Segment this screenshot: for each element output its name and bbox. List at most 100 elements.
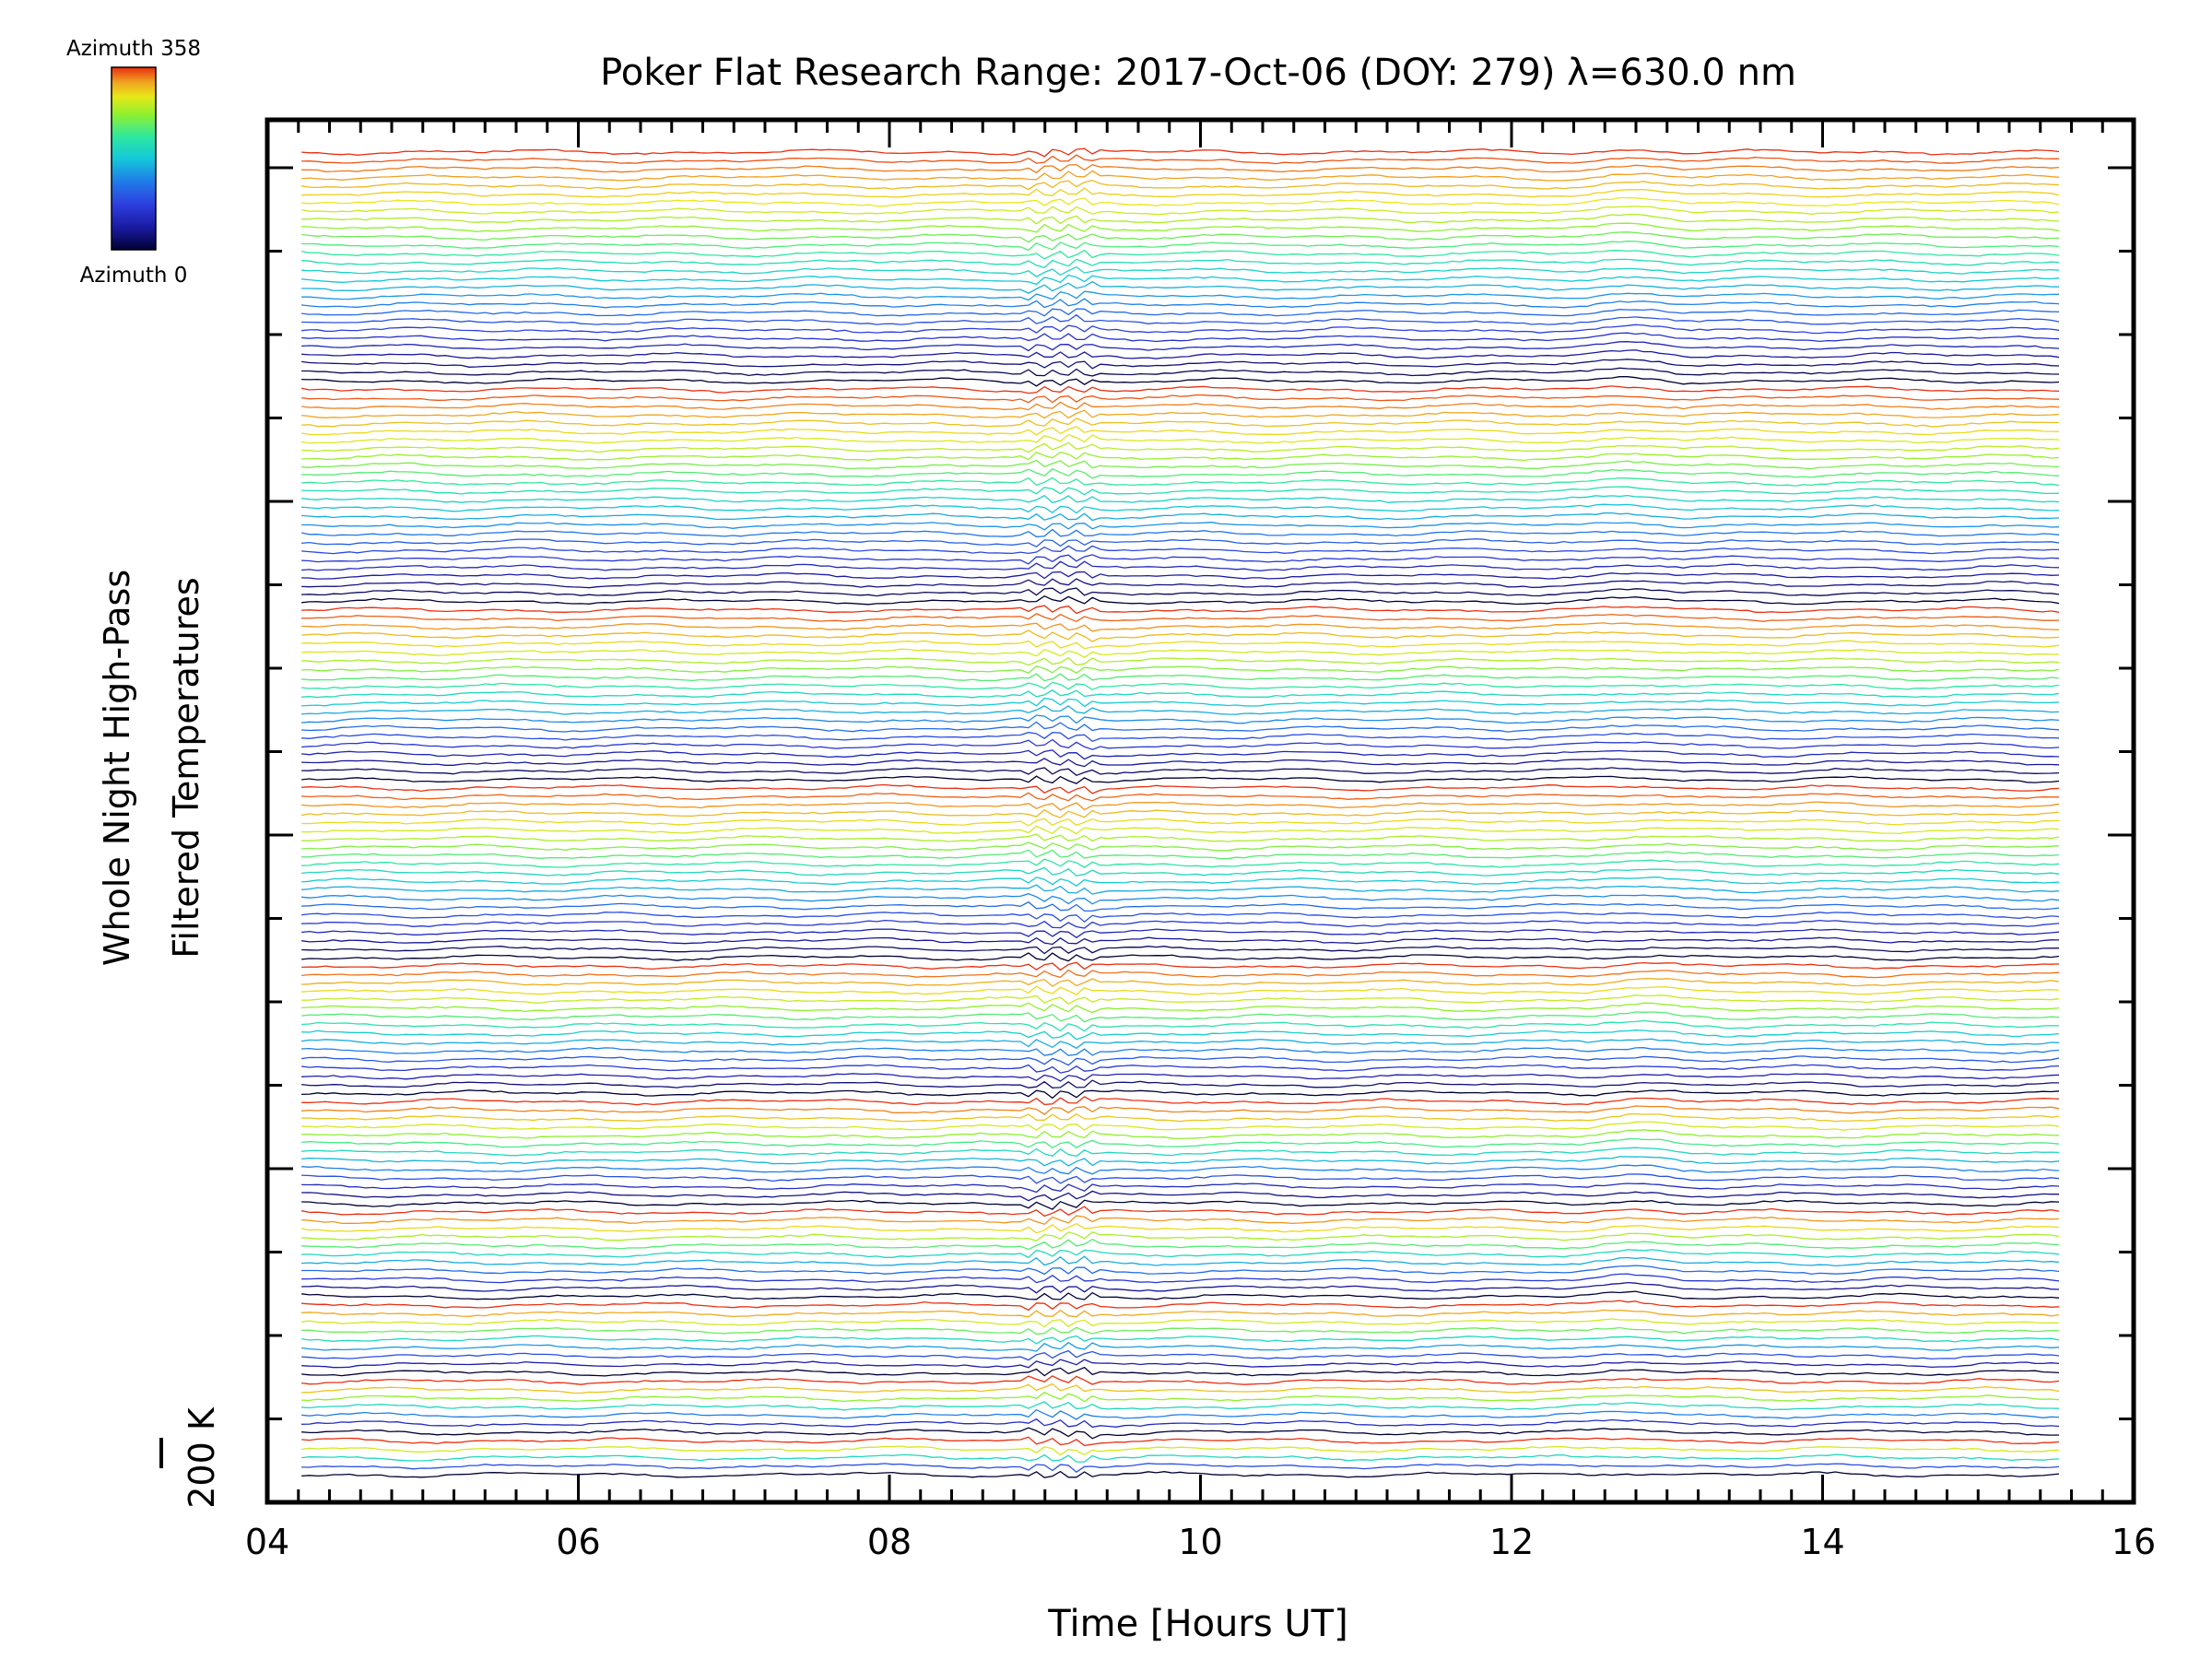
trace-line (301, 1073, 2060, 1082)
trace-line (301, 467, 2060, 479)
trace-line (301, 258, 2060, 269)
trace-line (300, 385, 2060, 394)
trace-line (301, 180, 2060, 191)
trace-line (301, 1129, 2060, 1140)
trace-line (301, 961, 2060, 971)
trace-line (301, 738, 2060, 750)
trace-line (301, 324, 2060, 335)
trace-line (301, 952, 2060, 962)
trace-line (301, 332, 2060, 343)
trace-line (301, 349, 2060, 359)
trace-line (301, 877, 2060, 887)
trace-line (301, 1427, 2060, 1440)
trace-line (301, 1055, 2060, 1066)
trace-line (301, 978, 2060, 987)
trace-line (301, 1089, 2060, 1100)
trace-line (301, 1096, 2060, 1106)
trace-line (301, 714, 2060, 724)
trace-line (301, 849, 2060, 860)
trace-line (301, 554, 2060, 565)
trace-line (301, 758, 2060, 768)
x-tick-label: 08 (867, 1522, 912, 1562)
trace-line (301, 394, 2060, 404)
trace-line (301, 1401, 2060, 1411)
trace-line (301, 1453, 2060, 1463)
trace-line (301, 1300, 2060, 1312)
trace-line (300, 1335, 2060, 1345)
trace-line (301, 1173, 2060, 1184)
trace-line (301, 1112, 2060, 1123)
trace-line (300, 426, 2060, 436)
trace-line (301, 665, 2060, 674)
trace-line (301, 969, 2060, 979)
trace-line (301, 494, 2060, 504)
trace-line (301, 367, 2060, 377)
trace-line (301, 1392, 2060, 1403)
chart-title: Poker Flat Research Range: 2017-Oct-06 (… (600, 52, 1796, 94)
trace-line (301, 1281, 2060, 1294)
trace-line (301, 359, 2060, 370)
trace-line (301, 147, 2060, 158)
trace-line (301, 1309, 2060, 1318)
trace-line (301, 1382, 2060, 1394)
trace-line (301, 571, 2060, 580)
trace-line (301, 1249, 2060, 1259)
trace-line (301, 775, 2060, 784)
trace-line (301, 825, 2060, 835)
ticks (265, 120, 2136, 1504)
trace-line (301, 1105, 2060, 1115)
trace-line (301, 936, 2060, 946)
trace-line (301, 689, 2060, 699)
trace-line (301, 1182, 2060, 1194)
trace-line (301, 1326, 2059, 1335)
trace-line (301, 560, 2060, 571)
trace-line (301, 893, 2060, 905)
trace-line (301, 858, 2060, 868)
trace-line (301, 274, 2060, 286)
trace-line (300, 433, 2060, 444)
trace-line (301, 1445, 2060, 1456)
trace-line (301, 1318, 2060, 1328)
trace-line (301, 1436, 2060, 1447)
trace-line (301, 1030, 2060, 1041)
trace-line (301, 280, 2060, 294)
trace-line (301, 1359, 2060, 1369)
trace-line (301, 313, 2060, 325)
trace-line (301, 1273, 2060, 1284)
traces (300, 147, 2060, 1478)
trace-line (301, 721, 2060, 733)
trace-line (301, 681, 2060, 691)
trace-line (301, 298, 2060, 309)
trace-line (301, 522, 2060, 531)
trace-line (300, 249, 2060, 260)
trace-line (301, 1408, 2060, 1420)
trace-line (301, 341, 2060, 352)
trace-line (301, 1064, 2060, 1074)
trace-line (301, 1341, 2060, 1352)
trace-line (301, 792, 2059, 802)
trace-line (301, 1019, 2060, 1032)
trace-line (301, 1047, 2060, 1056)
y-axis-label-line1: Whole Night High-Pass (97, 570, 137, 966)
trace-line (301, 994, 2060, 1006)
trace-line (301, 594, 2060, 606)
plot-frame (265, 117, 2136, 1505)
trace-line (301, 705, 2060, 715)
trace-line (301, 1137, 2060, 1149)
trace-line (301, 1470, 2060, 1478)
trace-line (301, 222, 2060, 233)
trace-line (301, 1002, 2060, 1014)
colorbar (111, 66, 157, 251)
trace-line (301, 1230, 2060, 1242)
trace-line (301, 409, 2060, 419)
trace-line (301, 673, 2060, 682)
trace-line (301, 1255, 2060, 1267)
trace-line (301, 801, 2060, 811)
trace-line (301, 290, 2060, 301)
trace-line (301, 912, 2060, 924)
trace-line (301, 749, 2060, 760)
trace-line (301, 622, 2060, 632)
x-tick-label: 12 (1489, 1522, 1534, 1562)
trace-line (301, 451, 2060, 462)
